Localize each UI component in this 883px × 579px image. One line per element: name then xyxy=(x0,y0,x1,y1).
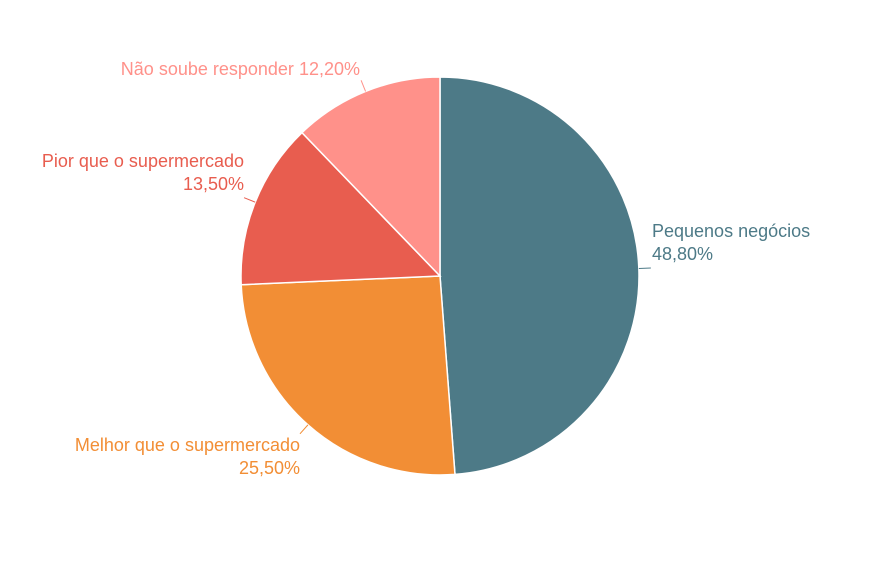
value-label: 12,20% xyxy=(298,59,360,79)
value-label: 25,50% xyxy=(238,458,300,478)
leader-line xyxy=(243,197,256,203)
slice-label: Pequenos negócios 48,80% xyxy=(652,220,872,266)
leader-line xyxy=(360,80,367,92)
slice-label: Não soube responder 12,20% xyxy=(40,58,360,81)
leader-line xyxy=(299,424,309,435)
slice-label: Pior que o supermercado 13,50% xyxy=(30,150,244,196)
pie-slice xyxy=(300,76,441,278)
pie-slice xyxy=(240,131,442,286)
category-label: Não soube responder xyxy=(120,59,294,79)
category-label: Melhor que o supermercado xyxy=(74,435,300,455)
slice-label: Melhor que o supermercado 25,50% xyxy=(20,434,300,480)
pie-slice xyxy=(439,76,640,476)
value-label: 48,80% xyxy=(652,244,714,264)
category-label: Pior que o supermercado xyxy=(41,151,244,171)
category-label: Pequenos negócios xyxy=(652,221,811,241)
value-label: 13,50% xyxy=(182,174,244,194)
